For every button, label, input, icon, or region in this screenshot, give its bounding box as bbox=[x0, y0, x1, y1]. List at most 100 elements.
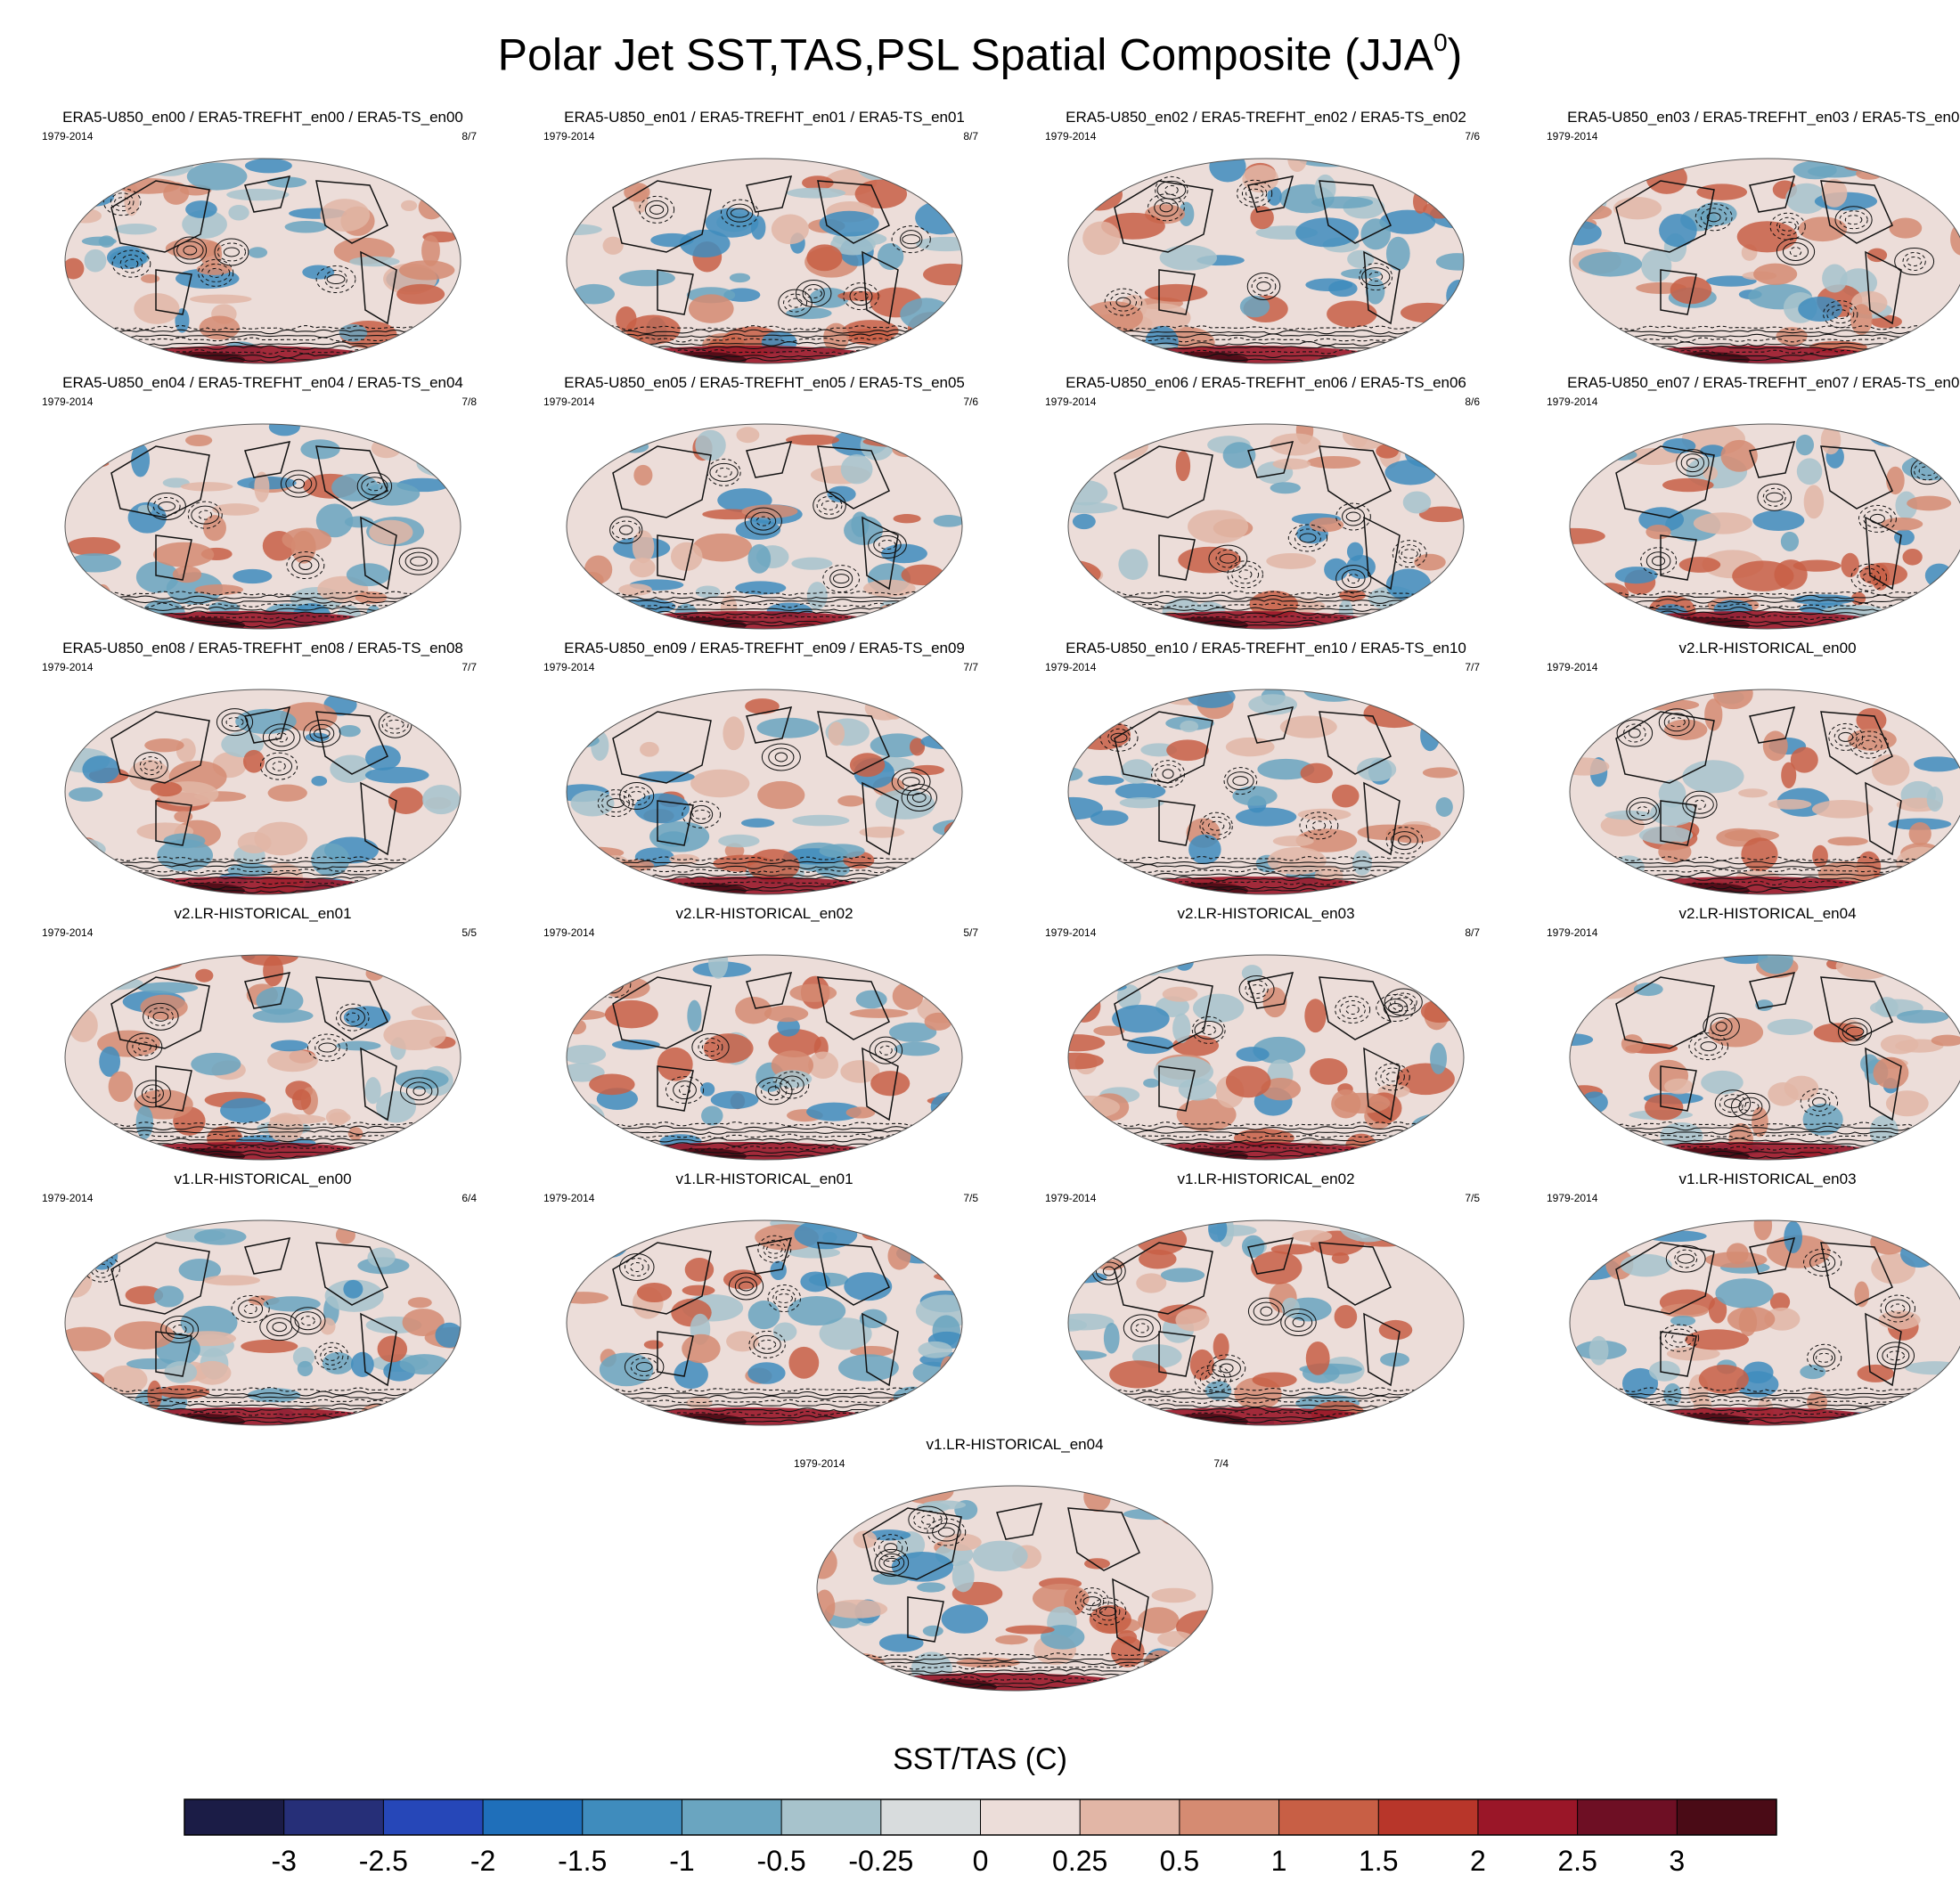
colorbar-tick-label: 0.25 bbox=[1052, 1845, 1107, 1877]
panel-years: 1979-2014 bbox=[42, 130, 94, 143]
colorbar-tick-label: -2.5 bbox=[359, 1845, 408, 1877]
panel-title: ERA5-U850_en08 / ERA5-TREFHT_en08 / ERA5… bbox=[62, 640, 463, 656]
panel-count: 7/7 bbox=[461, 661, 477, 673]
anomaly-field bbox=[65, 1220, 461, 1425]
colorbar-swatch bbox=[283, 1799, 384, 1835]
colorbar-swatch bbox=[582, 1799, 682, 1835]
map-svg bbox=[566, 954, 963, 1161]
panel-count: 7/6 bbox=[1465, 130, 1480, 143]
panel-years: 1979-2014 bbox=[543, 130, 595, 143]
anomaly-field bbox=[1068, 955, 1464, 1160]
map-svg bbox=[64, 1219, 461, 1426]
panel-count: 8/7 bbox=[1465, 926, 1480, 939]
map-svg bbox=[566, 1219, 963, 1426]
colorbar-swatch bbox=[1080, 1799, 1180, 1835]
panel-title: v2.LR-HISTORICAL_en03 bbox=[1177, 905, 1355, 922]
panel-title: ERA5-U850_en09 / ERA5-TREFHT_en09 / ERA5… bbox=[564, 640, 965, 656]
panel-years: 1979-2014 bbox=[543, 1192, 595, 1204]
map-panel: ERA5-U850_en07 / ERA5-TREFHT_en07 / ERA5… bbox=[1518, 374, 1960, 641]
panel-count: 7/7 bbox=[1465, 661, 1480, 673]
map-svg bbox=[816, 1485, 1213, 1692]
panel-years: 1979-2014 bbox=[543, 396, 595, 408]
colorbar-tick-label: 1 bbox=[1271, 1845, 1287, 1877]
panel-title: ERA5-U850_en02 / ERA5-TREFHT_en02 / ERA5… bbox=[1066, 109, 1466, 126]
anomaly-field bbox=[567, 689, 962, 894]
anomaly-field bbox=[65, 159, 461, 363]
map-panel: v2.LR-HISTORICAL_en01 1979-2014 5/5 bbox=[13, 905, 512, 1172]
colorbar-tick-label: 0.5 bbox=[1160, 1845, 1199, 1877]
panel-title: v2.LR-HISTORICAL_en02 bbox=[675, 905, 853, 922]
colorbar-tick-label: -2 bbox=[470, 1845, 495, 1877]
colorbar-swatch bbox=[1278, 1799, 1379, 1835]
map-panel: ERA5-U850_en06 / ERA5-TREFHT_en06 / ERA5… bbox=[1017, 374, 1515, 641]
map-panel: ERA5-U850_en05 / ERA5-TREFHT_en05 / ERA5… bbox=[515, 374, 1014, 641]
colorbar-swatch bbox=[1378, 1799, 1478, 1835]
map-panel: ERA5-U850_en01 / ERA5-TREFHT_en01 / ERA5… bbox=[515, 109, 1014, 376]
anomaly-field bbox=[65, 689, 461, 894]
anomaly-field bbox=[1570, 159, 1960, 363]
map-svg bbox=[1569, 423, 1960, 630]
panel-title: v2.LR-HISTORICAL_en01 bbox=[174, 905, 352, 922]
colorbar-swatch bbox=[682, 1799, 782, 1835]
colorbar-swatch bbox=[1179, 1799, 1279, 1835]
map-panel: v2.LR-HISTORICAL_en02 1979-2014 5/7 bbox=[515, 905, 1014, 1172]
panel-years: 1979-2014 bbox=[1547, 661, 1598, 673]
colorbar-swatch bbox=[1677, 1799, 1776, 1835]
panel-title: v1.LR-HISTORICAL_en02 bbox=[1177, 1170, 1355, 1187]
anomaly-field bbox=[1570, 1220, 1960, 1425]
panel-years: 1979-2014 bbox=[1045, 1192, 1097, 1204]
anomaly-field bbox=[1570, 955, 1960, 1160]
panel-count: 6/4 bbox=[461, 1192, 477, 1204]
panel-title: v2.LR-HISTORICAL_en04 bbox=[1678, 905, 1857, 922]
panel-title: ERA5-U850_en01 / ERA5-TREFHT_en01 / ERA5… bbox=[564, 109, 965, 126]
panel-years: 1979-2014 bbox=[42, 396, 94, 408]
colorbar-tick-label: -1.5 bbox=[558, 1845, 607, 1877]
colorbar-tick-label: 1.5 bbox=[1359, 1845, 1398, 1877]
colorbar-swatch bbox=[184, 1799, 284, 1835]
panel-years: 1979-2014 bbox=[1547, 130, 1598, 143]
anomaly-field bbox=[1570, 689, 1960, 894]
colorbar-swatch bbox=[483, 1799, 583, 1835]
map-svg bbox=[566, 689, 963, 895]
colorbar-tick-label: 2 bbox=[1470, 1845, 1486, 1877]
map-panel: ERA5-U850_en02 / ERA5-TREFHT_en02 / ERA5… bbox=[1017, 109, 1515, 376]
colorbar-swatch bbox=[781, 1799, 881, 1835]
panel-count: 7/5 bbox=[963, 1192, 978, 1204]
colorbar-tick-label: 0 bbox=[973, 1845, 989, 1877]
colorbar-swatch bbox=[1577, 1799, 1678, 1835]
panel-years: 1979-2014 bbox=[1045, 130, 1097, 143]
panel-title: ERA5-U850_en05 / ERA5-TREFHT_en05 / ERA5… bbox=[564, 374, 965, 391]
map-svg bbox=[1067, 689, 1465, 895]
map-panel: ERA5-U850_en00 / ERA5-TREFHT_en00 / ERA5… bbox=[13, 109, 512, 376]
panel-count: 5/7 bbox=[963, 926, 978, 939]
colorbar-tick-label: 2.5 bbox=[1557, 1845, 1597, 1877]
map-svg bbox=[64, 158, 461, 364]
panel-years: 1979-2014 bbox=[1045, 926, 1097, 939]
panel-years: 1979-2014 bbox=[1547, 926, 1598, 939]
map-panel: ERA5-U850_en09 / ERA5-TREFHT_en09 / ERA5… bbox=[515, 640, 1014, 907]
colorbar-tick-label: 3 bbox=[1669, 1845, 1685, 1877]
map-svg bbox=[1569, 158, 1960, 364]
map-panel: ERA5-U850_en10 / ERA5-TREFHT_en10 / ERA5… bbox=[1017, 640, 1515, 907]
colorbar-swatch bbox=[980, 1799, 1081, 1835]
panel-years: 1979-2014 bbox=[42, 1192, 94, 1204]
map-svg bbox=[64, 954, 461, 1161]
map-svg bbox=[64, 423, 461, 630]
panel-title: v1.LR-HISTORICAL_en00 bbox=[174, 1170, 352, 1187]
colorbar-svg: -3 -2.5 -2 -1.5 -1 -0.5 -0.25 0 0.25 0.5 1 1.5 2 2.5 3 bbox=[184, 1798, 1777, 1877]
colorbar-swatch bbox=[383, 1799, 484, 1835]
map-panel: v1.LR-HISTORICAL_en04 1979-2014 7/4 bbox=[765, 1436, 1264, 1703]
map-svg bbox=[1067, 158, 1465, 364]
panel-title: ERA5-U850_en07 / ERA5-TREFHT_en07 / ERA5… bbox=[1567, 374, 1960, 391]
map-svg bbox=[1569, 954, 1960, 1161]
panel-years: 1979-2014 bbox=[1045, 396, 1097, 408]
map-panel: v1.LR-HISTORICAL_en01 1979-2014 7/5 bbox=[515, 1170, 1014, 1438]
panel-count: 5/5 bbox=[461, 926, 477, 939]
panel-years: 1979-2014 bbox=[1547, 396, 1598, 408]
map-panel: v2.LR-HISTORICAL_en03 1979-2014 8/7 bbox=[1017, 905, 1515, 1172]
anomaly-field bbox=[567, 1220, 962, 1425]
map-svg bbox=[566, 423, 963, 630]
panel-title: ERA5-U850_en04 / ERA5-TREFHT_en04 / ERA5… bbox=[62, 374, 463, 391]
map-svg bbox=[1569, 1219, 1960, 1426]
anomaly-field bbox=[817, 1486, 1213, 1691]
